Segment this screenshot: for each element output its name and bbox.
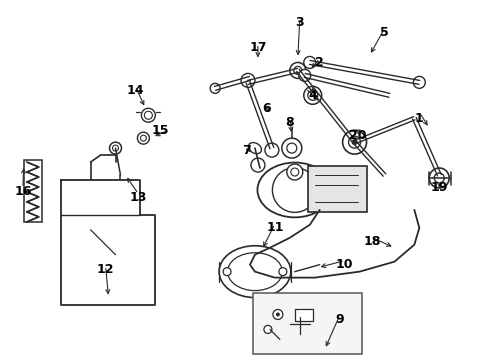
Text: 2: 2 xyxy=(316,56,324,69)
Text: 14: 14 xyxy=(127,84,144,97)
Circle shape xyxy=(294,67,302,75)
FancyBboxPatch shape xyxy=(308,166,367,212)
Ellipse shape xyxy=(248,143,262,154)
Text: 20: 20 xyxy=(349,129,367,142)
Text: 6: 6 xyxy=(263,102,271,115)
Circle shape xyxy=(141,135,147,141)
Circle shape xyxy=(429,168,449,188)
Text: 13: 13 xyxy=(130,192,147,204)
Circle shape xyxy=(299,69,311,81)
Text: 9: 9 xyxy=(335,313,344,326)
Circle shape xyxy=(279,268,287,276)
Circle shape xyxy=(241,73,255,87)
FancyBboxPatch shape xyxy=(253,293,362,354)
Text: 11: 11 xyxy=(266,221,284,234)
Text: 1: 1 xyxy=(415,112,424,125)
Circle shape xyxy=(113,145,119,151)
Circle shape xyxy=(223,268,231,276)
Bar xyxy=(24,160,42,222)
Circle shape xyxy=(352,139,358,145)
Circle shape xyxy=(145,111,152,119)
Circle shape xyxy=(291,168,299,176)
Text: 12: 12 xyxy=(97,263,114,276)
Ellipse shape xyxy=(272,167,317,212)
Circle shape xyxy=(276,312,280,316)
Text: 3: 3 xyxy=(295,16,304,29)
Circle shape xyxy=(304,86,322,104)
Circle shape xyxy=(287,143,297,153)
Circle shape xyxy=(287,164,303,180)
Circle shape xyxy=(251,158,265,172)
Circle shape xyxy=(265,143,279,157)
Circle shape xyxy=(273,310,283,319)
Text: 18: 18 xyxy=(364,235,381,248)
Text: 15: 15 xyxy=(151,124,169,137)
Text: 16: 16 xyxy=(14,185,31,198)
Circle shape xyxy=(414,76,425,88)
Ellipse shape xyxy=(257,163,332,217)
Circle shape xyxy=(308,90,318,100)
Text: 5: 5 xyxy=(380,26,389,39)
Ellipse shape xyxy=(227,253,282,291)
Circle shape xyxy=(282,138,302,158)
Circle shape xyxy=(210,84,220,93)
Bar xyxy=(295,310,313,321)
Text: 8: 8 xyxy=(286,116,294,129)
Ellipse shape xyxy=(219,246,291,298)
Circle shape xyxy=(137,132,149,144)
Circle shape xyxy=(264,325,272,333)
Circle shape xyxy=(110,142,122,154)
Circle shape xyxy=(142,108,155,122)
Circle shape xyxy=(434,173,444,183)
Text: 4: 4 xyxy=(308,89,317,102)
Text: 19: 19 xyxy=(431,181,448,194)
Circle shape xyxy=(343,130,367,154)
Text: 7: 7 xyxy=(243,144,251,157)
Circle shape xyxy=(290,62,306,78)
Circle shape xyxy=(304,57,316,68)
Text: 10: 10 xyxy=(336,258,353,271)
Text: 17: 17 xyxy=(249,41,267,54)
Circle shape xyxy=(348,136,361,148)
